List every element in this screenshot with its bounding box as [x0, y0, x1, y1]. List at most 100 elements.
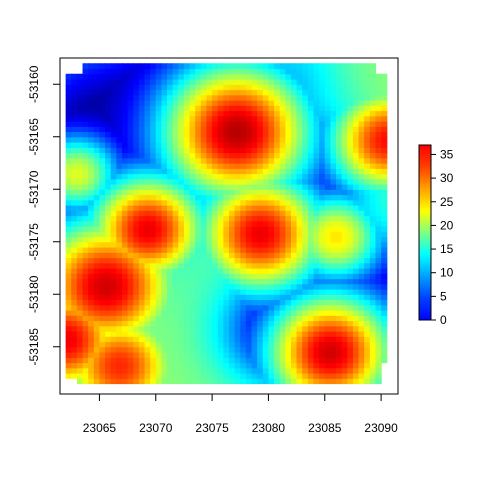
heatmap-cell [110, 325, 117, 332]
heatmap-cell [336, 68, 343, 75]
heatmap-cell [257, 247, 264, 253]
heatmap-cell [330, 220, 337, 227]
heatmap-cell [167, 126, 174, 133]
heatmap-cell [234, 147, 241, 154]
heatmap-cell [178, 236, 185, 243]
heatmap-cell [364, 89, 371, 96]
heatmap-cell [369, 362, 377, 369]
legend-tick-label: 0 [440, 313, 447, 327]
heatmap-cell [76, 331, 84, 337]
heatmap-cell [358, 68, 365, 75]
heatmap-cell [257, 331, 264, 337]
heatmap-cell [195, 189, 202, 196]
heatmap-cell [189, 168, 196, 175]
heatmap-cell [307, 194, 315, 201]
heatmap-cell [375, 152, 382, 159]
heatmap-cell [167, 310, 174, 316]
heatmap-cell [223, 304, 230, 311]
heatmap-cell [155, 310, 162, 316]
heatmap-cell [229, 241, 236, 248]
heatmap-cell [251, 84, 258, 91]
heatmap-cell [302, 268, 309, 274]
heatmap-cell [364, 226, 371, 232]
heatmap-cell [369, 341, 377, 348]
heatmap-cell [183, 100, 191, 106]
heatmap-cell [88, 147, 95, 154]
heatmap-cell [268, 226, 275, 232]
heatmap-cell [155, 184, 162, 190]
heatmap-cell [330, 89, 337, 96]
heatmap-cell [82, 315, 89, 322]
heatmap-cell [121, 136, 129, 143]
heatmap-cell [71, 168, 78, 175]
heatmap-cell [290, 357, 298, 364]
heatmap-cell [178, 231, 185, 238]
heatmap-cell [110, 131, 117, 138]
heatmap-cell [178, 94, 185, 101]
heatmap-cell [110, 68, 117, 75]
heatmap-cell [347, 278, 354, 285]
heatmap-cell [71, 373, 78, 379]
heatmap-cell [313, 289, 320, 295]
heatmap-cell [330, 278, 337, 285]
heatmap-cell [223, 215, 230, 222]
heatmap-cell [110, 336, 117, 343]
heatmap-cell [307, 278, 315, 285]
heatmap-cell [290, 147, 298, 154]
heatmap-cell [313, 220, 320, 227]
heatmap-cell [234, 178, 241, 185]
heatmap-cell [369, 210, 377, 217]
heatmap-cell [161, 231, 168, 238]
heatmap-cell [375, 289, 382, 295]
heatmap-cell [381, 84, 388, 91]
heatmap-cell [110, 241, 117, 248]
heatmap-cell [150, 341, 157, 348]
heatmap-cell [133, 136, 140, 143]
heatmap-cell [167, 152, 174, 159]
heatmap-cell [290, 268, 298, 274]
heatmap-cell [183, 257, 191, 264]
heatmap-cell [167, 336, 174, 343]
heatmap-cell [330, 252, 337, 259]
heatmap-cell [375, 136, 382, 143]
heatmap-cell [330, 283, 337, 290]
heatmap-cell [296, 220, 303, 227]
heatmap-cell [245, 278, 253, 285]
heatmap-cell [189, 278, 196, 285]
heatmap-cell [324, 173, 331, 180]
heatmap-cell [195, 325, 202, 332]
heatmap-cell [268, 73, 275, 80]
heatmap-cell [82, 278, 89, 285]
legend-tick-label: 30 [440, 171, 454, 185]
heatmap-cell [290, 105, 298, 112]
heatmap-cell [195, 157, 202, 164]
heatmap-cell [285, 131, 292, 138]
heatmap-cell [352, 168, 360, 175]
heatmap-cell [285, 310, 292, 316]
heatmap-cell [206, 100, 213, 106]
heatmap-cell [144, 79, 151, 85]
heatmap-cell [347, 105, 354, 112]
heatmap-cell [161, 178, 168, 185]
heatmap-cell [65, 168, 72, 175]
heatmap-cell [381, 168, 388, 175]
heatmap-cell [200, 194, 208, 201]
heatmap-cell [381, 252, 388, 259]
heatmap-cell [319, 152, 326, 159]
heatmap-cell [296, 289, 303, 295]
heatmap-cell [234, 289, 241, 295]
heatmap-cell [290, 378, 298, 385]
heatmap-cell [93, 205, 101, 211]
heatmap-cell [279, 73, 286, 80]
heatmap-cell [178, 373, 185, 379]
heatmap-cell [330, 68, 337, 75]
heatmap-cell [88, 168, 95, 175]
heatmap-cell [200, 362, 208, 369]
heatmap-cell [234, 199, 241, 206]
heatmap-cell [167, 136, 174, 143]
heatmap-cell [172, 115, 179, 122]
heatmap-cell [307, 294, 315, 301]
heatmap-cell [217, 184, 224, 190]
heatmap-cell [212, 262, 219, 269]
heatmap-cell [200, 94, 208, 101]
